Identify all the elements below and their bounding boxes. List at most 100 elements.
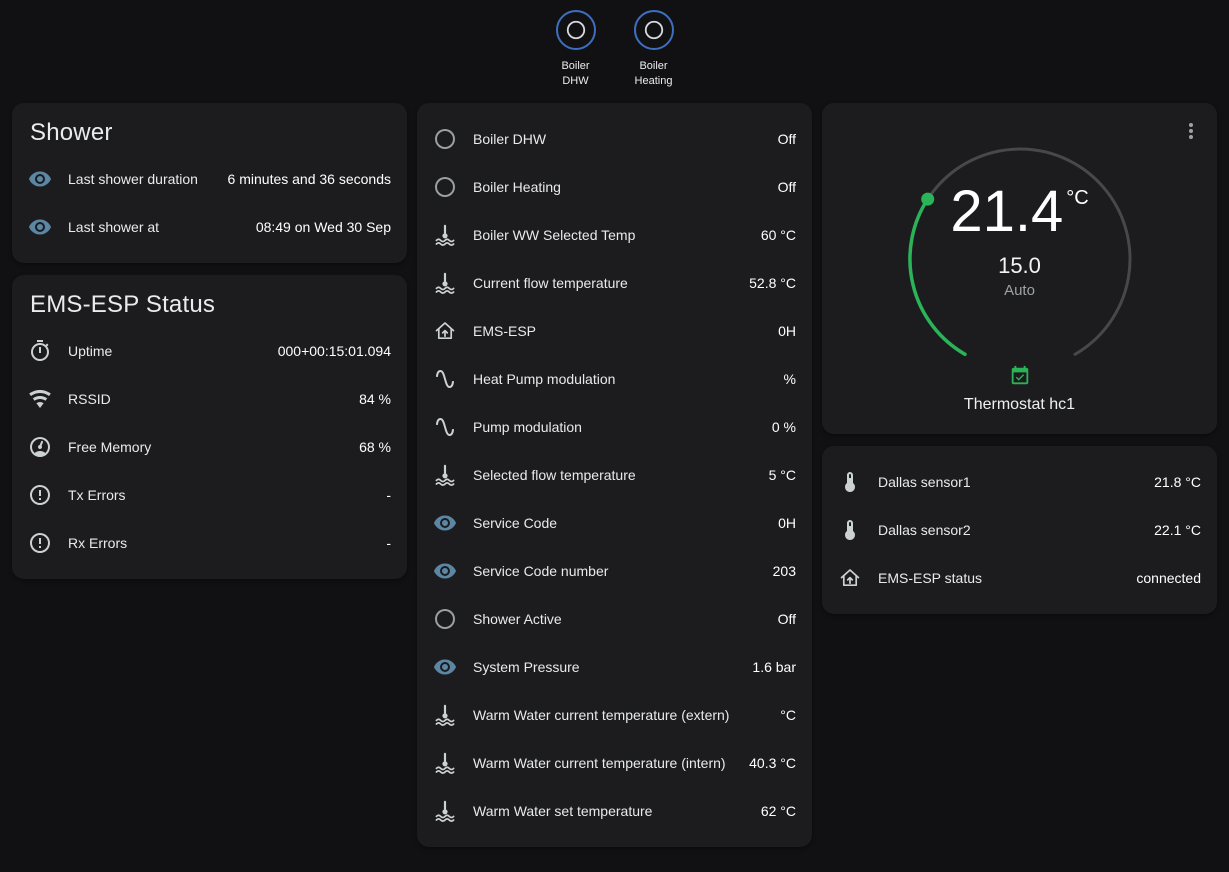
gauge-icon: [28, 435, 52, 459]
entity-row[interactable]: Boiler DHW Off: [433, 115, 796, 163]
entity-row[interactable]: Last shower duration 6 minutes and 36 se…: [28, 155, 391, 203]
entity-value: 6 minutes and 36 seconds: [227, 171, 391, 187]
entity-label: Warm Water current temperature (extern): [473, 706, 730, 723]
gauge-value-arc: [907, 197, 967, 357]
wifi-icon: [28, 387, 52, 411]
sine-wave-icon: [433, 367, 457, 391]
badge-label-line1: Boiler: [639, 60, 668, 72]
entity-row[interactable]: Shower Active Off: [433, 595, 796, 643]
entity-value: 68 %: [359, 439, 391, 455]
water-thermometer-icon: [433, 223, 457, 247]
circle-outline-icon: [433, 175, 457, 199]
entity-value: connected: [1136, 570, 1201, 586]
circle-outline-icon: [433, 127, 457, 151]
timer-icon: [28, 339, 52, 363]
entities-card: Boiler DHW Off Boiler Heating Off Boiler…: [417, 103, 812, 847]
water-thermometer-icon: [433, 463, 457, 487]
badge-label-line1: Boiler: [561, 60, 590, 72]
entity-label: Current flow temperature: [473, 274, 628, 291]
dashboard-grid: Shower Last shower duration 6 minutes an…: [0, 89, 1229, 859]
entity-row[interactable]: EMS-ESP 0H: [433, 307, 796, 355]
badge-circle: [633, 10, 674, 50]
badge-label: Boiler Heating: [623, 59, 685, 89]
entity-row[interactable]: Warm Water set temperature 62 °C: [433, 787, 796, 835]
entity-label: Service Code number: [473, 562, 609, 579]
entity-row[interactable]: Service Code 0H: [433, 499, 796, 547]
entity-value: 0H: [778, 515, 796, 531]
entity-row[interactable]: Current flow temperature 52.8 °C: [433, 259, 796, 307]
entity-value: Off: [777, 179, 796, 195]
entity-label: Last shower at: [68, 218, 160, 235]
entity-row[interactable]: Boiler WW Selected Temp 60 °C: [433, 211, 796, 259]
dots-vertical-icon: [1179, 119, 1203, 143]
entity-value: 40.3 °C: [749, 755, 796, 771]
entity-row[interactable]: Uptime 000+00:15:01.094: [28, 327, 391, 375]
badge-circle: [555, 10, 596, 50]
entity-row[interactable]: Heat Pump modulation %: [433, 355, 796, 403]
entity-label: Rx Errors: [68, 534, 128, 551]
entity-row[interactable]: Free Memory 68 %: [28, 423, 391, 471]
home-icon: [433, 319, 457, 343]
eye-icon: [433, 559, 457, 583]
badge-boiler-heating[interactable]: Boiler Heating: [623, 10, 685, 89]
badge-label: Boiler DHW: [545, 59, 607, 89]
entity-row[interactable]: Pump modulation 0 %: [433, 403, 796, 451]
entity-value: Off: [777, 131, 796, 147]
entity-label: Selected flow temperature: [473, 466, 636, 483]
thermostat-dial: [907, 147, 1131, 357]
water-thermometer-icon: [433, 703, 457, 727]
entity-row[interactable]: Dallas sensor1 21.8 °C: [838, 458, 1201, 506]
entity-value: 84 %: [359, 391, 391, 407]
alert-circle-icon: [28, 531, 52, 555]
entity-value: 52.8 °C: [749, 275, 796, 291]
entity-value: 203: [772, 563, 796, 579]
preset-indicator: [838, 365, 1201, 387]
badges-row: Boiler DHW Boiler Heating: [0, 0, 1229, 89]
entity-row[interactable]: Tx Errors -: [28, 471, 391, 519]
entity-value: °C: [780, 707, 796, 723]
entity-row[interactable]: RSSID 84 %: [28, 375, 391, 423]
entity-row[interactable]: Warm Water current temperature (extern) …: [433, 691, 796, 739]
entity-row[interactable]: Service Code number 203: [433, 547, 796, 595]
entity-row[interactable]: Rx Errors -: [28, 519, 391, 567]
badge-boiler-dhw[interactable]: Boiler DHW: [545, 10, 607, 89]
card-title-shower: Shower: [30, 119, 113, 146]
entity-label: RSSID: [68, 390, 111, 407]
thermometer-icon: [838, 518, 862, 542]
thermostat-gauge[interactable]: 21.4 °C 15.0 Auto: [890, 129, 1150, 363]
entity-row[interactable]: Last shower at 08:49 on Wed 30 Sep: [28, 203, 391, 251]
shower-card: Shower Last shower duration 6 minutes an…: [12, 103, 407, 263]
entity-label: EMS-ESP: [473, 322, 537, 339]
entity-value: 08:49 on Wed 30 Sep: [255, 219, 391, 235]
entity-row[interactable]: Warm Water current temperature (intern) …: [433, 739, 796, 787]
thermostat-name: Thermostat hc1: [963, 396, 1076, 413]
entity-label: Shower Active: [473, 610, 562, 627]
entity-label: Boiler Heating: [473, 178, 561, 195]
card-title-ems-esp-status: EMS-ESP Status: [30, 291, 216, 318]
entity-value: 0H: [778, 323, 796, 339]
entity-label: Warm Water current temperature (intern): [473, 754, 726, 771]
entity-row[interactable]: Boiler Heating Off: [433, 163, 796, 211]
ems-esp-status-card: EMS-ESP Status Uptime 000+00:15:01.094 R…: [12, 275, 407, 579]
entity-row[interactable]: EMS-ESP status connected: [838, 554, 1201, 602]
entity-value: Off: [777, 611, 796, 627]
entity-label: Heat Pump modulation: [473, 370, 616, 387]
gauge-handle-dot[interactable]: [920, 192, 934, 206]
entity-value: 21.8 °C: [1154, 474, 1201, 490]
eye-icon: [433, 511, 457, 535]
middle-column: Boiler DHW Off Boiler Heating Off Boiler…: [417, 103, 812, 859]
entity-row[interactable]: System Pressure 1.6 bar: [433, 643, 796, 691]
entity-value: 000+00:15:01.094: [277, 343, 391, 359]
menu-button[interactable]: [1171, 111, 1211, 151]
entity-row[interactable]: Dallas sensor2 22.1 °C: [838, 506, 1201, 554]
badge-label-line2: DHW: [562, 74, 589, 87]
entity-row[interactable]: Selected flow temperature 5 °C: [433, 451, 796, 499]
water-thermometer-icon: [433, 271, 457, 295]
gauge-track: [908, 147, 1131, 356]
entity-value: -: [386, 487, 391, 503]
water-thermometer-icon: [433, 751, 457, 775]
badge-label-line2: Heating: [634, 74, 673, 87]
entity-label: Tx Errors: [68, 486, 126, 503]
entity-value: 1.6 bar: [752, 659, 796, 675]
